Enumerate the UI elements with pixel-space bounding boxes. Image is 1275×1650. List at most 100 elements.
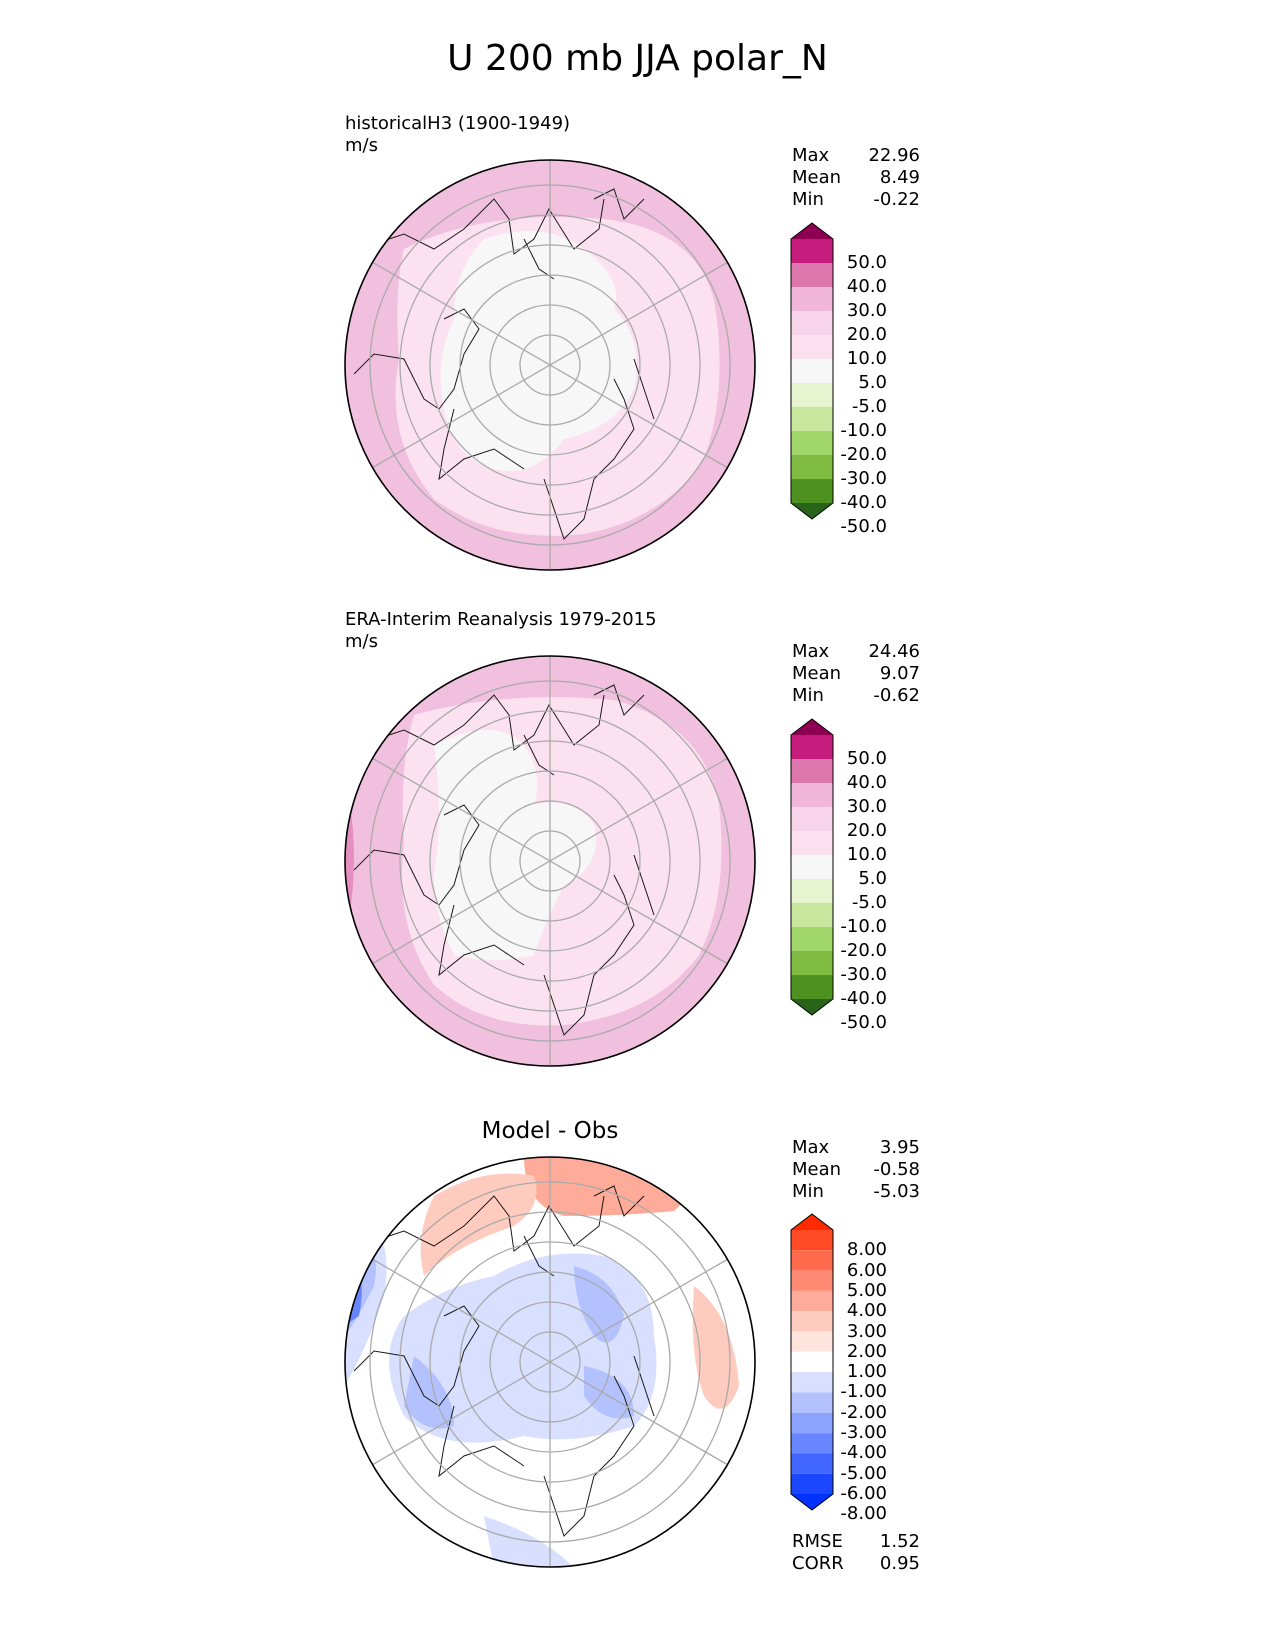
stat-label-mean: Mean — [792, 663, 842, 684]
colorbar-segment — [791, 719, 833, 735]
colorbar-tick-label: -5.0 — [851, 396, 887, 417]
corr-value: 0.95 — [879, 1553, 920, 1574]
stat-max: 24.46 — [868, 641, 920, 662]
stat-max: 22.96 — [868, 145, 920, 166]
colorbar-segment — [791, 1372, 833, 1393]
colorbar-segment — [791, 879, 833, 903]
panel1-colorbar — [790, 222, 834, 520]
colorbar-segment — [791, 975, 833, 999]
stat-label-max: Max — [792, 641, 830, 662]
colorbar-outline — [790, 1213, 834, 1511]
stat-label-min: Min — [792, 189, 824, 210]
colorbar-tick-label: -6.00 — [840, 1483, 887, 1504]
colorbar-segment — [791, 287, 833, 311]
colorbar-tick-label: -30.0 — [840, 468, 887, 489]
panel2-colorbar — [790, 718, 834, 1016]
colorbar-tick-label: -3.00 — [840, 1422, 887, 1444]
colorbar-tick-label: 5.0 — [858, 868, 887, 889]
contour-neutral — [434, 730, 596, 960]
colorbar-segment — [791, 1412, 833, 1434]
colorbar-segment — [791, 263, 833, 287]
colorbar-tick-label: -8.00 — [840, 1503, 887, 1525]
colorbar-tick-label: -10.0 — [840, 916, 887, 937]
colorbar-tick-label: 50.0 — [846, 252, 887, 273]
panel3-metrics: RMSE 1.52 CORR 0.95 — [792, 1531, 920, 1575]
colorbar-tick-label: -30.0 — [840, 964, 887, 985]
colorbar-segment — [791, 1250, 833, 1271]
colorbar-tick-label: 10.0 — [846, 844, 887, 865]
colorbar-tick-label: -5.0 — [851, 892, 887, 913]
colorbar-tick-label: -40.0 — [840, 988, 887, 1009]
colorbar-tick-label: -10.0 — [840, 420, 887, 441]
contour-negative — [345, 1216, 657, 1567]
colorbar-tick-label: 10.0 — [846, 348, 887, 369]
contour-neutral — [440, 231, 637, 471]
colorbar-tick-label: -20.0 — [840, 444, 887, 465]
coastline — [353, 684, 655, 1036]
colorbar-tick-label: -50.0 — [840, 516, 887, 537]
stat-label-max: Max — [792, 145, 830, 166]
figure-title: U 200 mb JJA polar_N — [447, 38, 828, 79]
colorbar-tick-label: 20.0 — [846, 324, 887, 345]
colorbar-segment — [791, 239, 833, 263]
colorbar-segment — [791, 999, 833, 1015]
colorbar-tick-label: 30.0 — [846, 796, 887, 817]
colorbar-segment — [791, 807, 833, 831]
colorbar-segment — [791, 1214, 833, 1230]
colorbar-segment — [791, 831, 833, 855]
stat-mean: 9.07 — [879, 663, 920, 684]
colorbar-tick-label: 3.00 — [846, 1320, 887, 1342]
panel2-stats: Max 24.46 Mean 9.07 Min -0.62 — [792, 641, 920, 707]
stat-min: -0.62 — [873, 685, 920, 706]
colorbar-outline — [790, 718, 834, 1016]
panel2-units: m/s — [345, 631, 378, 652]
colorbar-segment — [791, 1494, 833, 1510]
corr-label: CORR — [792, 1553, 844, 1574]
colorbar-segment — [791, 1290, 833, 1312]
colorbar-tick-label: -2.00 — [840, 1401, 887, 1423]
colorbar-tick-label: 2.00 — [846, 1340, 887, 1362]
colorbar-segment — [791, 1270, 833, 1291]
panel2-header: ERA-Interim Reanalysis 1979-2015 m/s — [345, 609, 657, 653]
coastline — [353, 1185, 655, 1537]
stat-label-mean: Mean — [792, 1159, 842, 1180]
colorbar-segment — [791, 311, 833, 335]
panel1-stats: Max 22.96 Mean 8.49 Min -0.22 — [792, 145, 920, 211]
colorbar-segment — [791, 855, 833, 879]
rmse-value: 1.52 — [879, 1531, 920, 1552]
colorbar-segment — [791, 383, 833, 407]
colorbar-segment — [791, 223, 833, 239]
colorbar-tick-label: 1.00 — [846, 1361, 887, 1383]
colorbar-tick-label: -5.00 — [840, 1462, 887, 1484]
colorbar-tick-label: -40.0 — [840, 492, 887, 513]
colorbar-segment — [791, 359, 833, 383]
colorbar-segment — [791, 503, 833, 519]
colorbar-segment — [791, 759, 833, 783]
stat-label-min: Min — [792, 685, 824, 706]
panel1-map — [344, 159, 756, 571]
colorbar-segment — [791, 1311, 833, 1332]
panel3-map — [344, 1156, 756, 1568]
rmse-label: RMSE — [792, 1531, 843, 1552]
colorbar-segment — [791, 951, 833, 975]
colorbar-tick-label: 5.0 — [858, 372, 887, 393]
colorbar-segment — [791, 431, 833, 455]
panel1-subtitle: historicalH3 (1900-1949) — [345, 113, 571, 134]
colorbar-segment — [791, 1331, 833, 1352]
colorbar-segment — [791, 927, 833, 951]
colorbar-tick-label: 8.00 — [846, 1239, 887, 1261]
colorbar-tick-label: 40.0 — [846, 772, 887, 793]
colorbar-segment — [791, 479, 833, 503]
colorbar-tick-label: 30.0 — [846, 300, 887, 321]
colorbar-segment — [791, 1433, 833, 1454]
colorbar-tick-label: -1.00 — [840, 1381, 887, 1403]
graticule — [369, 1157, 731, 1567]
coastline — [353, 188, 655, 540]
contour-negative-strong — [345, 1244, 634, 1429]
colorbar-segment — [791, 735, 833, 759]
colorbar-tick-label: -4.00 — [840, 1442, 887, 1464]
panel1-units: m/s — [345, 135, 378, 156]
colorbar-segment — [791, 903, 833, 927]
panel2-map — [344, 655, 756, 1067]
stat-min: -5.03 — [873, 1181, 920, 1202]
